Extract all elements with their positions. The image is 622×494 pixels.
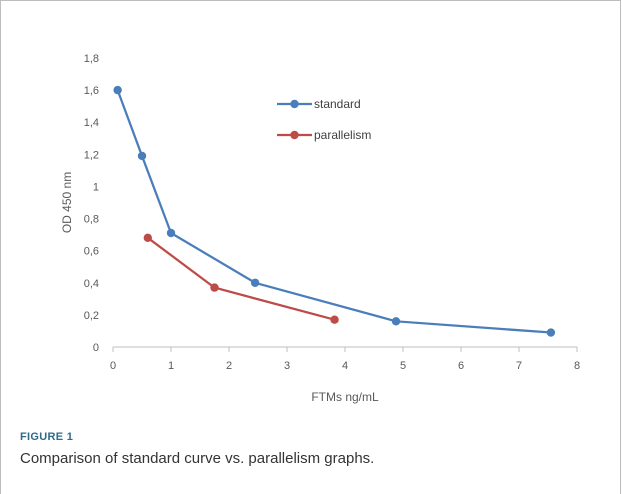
- data-point-parallelism: [143, 233, 152, 243]
- y-axis-title: OD 450 nm: [60, 172, 74, 233]
- figure-label: FIGURE 1: [20, 431, 74, 443]
- y-tick-label: 1,4: [84, 117, 99, 129]
- y-tick-label: 0: [93, 342, 99, 354]
- y-tick-label: 0,8: [84, 214, 99, 226]
- x-tick-label: 2: [226, 360, 232, 372]
- x-tick-label: 7: [516, 360, 522, 372]
- chart-series: [113, 85, 556, 337]
- x-tick-label: 0: [110, 360, 116, 372]
- x-axis-title: FTMs ng/mL: [311, 390, 379, 404]
- x-tick-label: 8: [574, 360, 580, 372]
- x-tick-label: 5: [400, 360, 406, 372]
- chart-legend: standard parallelism: [277, 97, 371, 142]
- data-point-parallelism: [330, 315, 339, 324]
- data-point-parallelism: [210, 283, 219, 292]
- legend-label-standard: standard: [314, 97, 361, 111]
- x-tick-label: 1: [168, 360, 174, 372]
- y-tick-label: 1,8: [84, 53, 99, 65]
- y-tick-label: 0,6: [84, 246, 99, 258]
- series-line-parallelism: [147, 236, 335, 321]
- data-point-standard: [391, 317, 401, 326]
- y-tick-label: 1,6: [84, 85, 99, 97]
- data-point-standard: [250, 278, 260, 287]
- x-tick-label: 3: [284, 360, 290, 372]
- y-tick-label: 0,4: [84, 278, 99, 290]
- legend-marker-parallelism: [290, 130, 299, 140]
- line-chart: 0 1 2 3 4 5 6 7 8 0 0,2 0,4 0,6 0,8 1 1,2 1,4 1,6 1,8 stan…: [60, 53, 580, 404]
- data-point-standard: [166, 228, 176, 238]
- x-tick-label: 4: [342, 360, 348, 372]
- x-tick-label: 6: [458, 360, 464, 372]
- y-tick-label: 1,2: [84, 149, 99, 161]
- data-point-standard: [113, 85, 122, 95]
- legend-marker-standard: [290, 99, 299, 109]
- data-point-standard: [546, 328, 556, 337]
- y-tick-label: 1: [93, 181, 99, 193]
- chart-axes: 0 1 2 3 4 5 6 7 8 0 0,2 0,4 0,6 0,8 1 1,2 1,4 1,6 1,8: [84, 53, 580, 372]
- figure-caption: Comparison of standard curve vs. paralle…: [20, 450, 375, 467]
- y-tick-label: 0,2: [84, 310, 99, 322]
- legend-label-parallelism: parallelism: [314, 128, 371, 142]
- data-point-standard: [137, 151, 147, 161]
- series-line-standard: [116, 89, 551, 334]
